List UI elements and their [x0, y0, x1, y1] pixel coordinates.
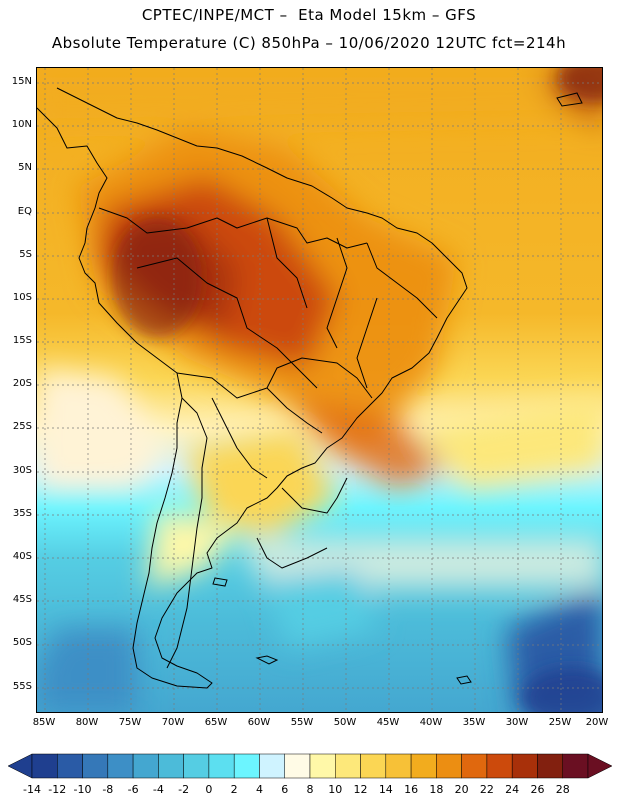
- colorbar-tick-label: 2: [230, 783, 238, 796]
- temperature-detail: [112, 68, 602, 712]
- lon-label: 50W: [333, 717, 357, 728]
- islands: [212, 92, 583, 685]
- chart-title-line1: CPTEC/INPE/MCT – Eta Model 15km – GFS: [141, 6, 477, 24]
- colorbar-tick-label: -6: [127, 783, 139, 796]
- colorbar-tick-label: 18: [429, 783, 444, 796]
- colorbar-swatch: [82, 753, 109, 779]
- colorbar-swatch: [461, 753, 488, 779]
- colorbar-swatch: [410, 753, 437, 779]
- colorbar-tick-label: -4: [152, 783, 164, 796]
- lon-label: 60W: [247, 717, 271, 728]
- lat-label: 45S: [12, 594, 32, 605]
- lon-label: 30W: [505, 717, 529, 728]
- colorbar: [0, 748, 618, 788]
- lat-label: 40S: [12, 551, 32, 562]
- lon-label: 65W: [204, 717, 228, 728]
- lat-label: 30S: [12, 465, 32, 476]
- lon-label: 70W: [161, 717, 185, 728]
- colorbar-tick-label: -12: [48, 783, 67, 796]
- colorbar-tick-label: 10: [328, 783, 343, 796]
- lat-label: 25S: [12, 421, 32, 432]
- colorbar-tick-label: 0: [205, 783, 213, 796]
- lon-label: 55W: [290, 717, 314, 728]
- lat-label: 10S: [12, 292, 32, 303]
- lon-label: 25W: [548, 717, 572, 728]
- colorbar-tick-label: -8: [102, 783, 114, 796]
- colorbar-swatch: [208, 753, 235, 779]
- colorbar-swatch: [537, 753, 563, 779]
- lat-label: EQ: [17, 206, 32, 217]
- lat-label: 50S: [12, 637, 32, 648]
- chart-title-line2: Absolute Temperature (C) 850hPa – 10/06/…: [51, 34, 567, 52]
- colorbar-swatch: [107, 753, 134, 779]
- colorbar-tick-label: 24: [505, 783, 520, 796]
- lat-label: 20S: [12, 378, 32, 389]
- lon-label: 45W: [376, 717, 400, 728]
- lat-label: 55S: [12, 681, 32, 692]
- lon-label: 80W: [75, 717, 99, 728]
- colorbar-tick-label: 26: [530, 783, 545, 796]
- colorbar-tick-label: 28: [555, 783, 570, 796]
- lon-label: 40W: [419, 717, 443, 728]
- lon-label: 35W: [462, 717, 486, 728]
- colorbar-max-arrow: [587, 753, 613, 779]
- lon-label: 75W: [118, 717, 142, 728]
- colorbar-svg: [7, 753, 613, 779]
- lat-label: 15N: [11, 76, 32, 87]
- lat-label: 5N: [18, 162, 32, 173]
- colorbar-swatch: [284, 753, 311, 779]
- colorbar-tick-label: -14: [23, 783, 41, 796]
- colorbar-swatch: [158, 753, 184, 779]
- colorbar-tick-label: 4: [255, 783, 263, 796]
- colorbar-swatch: [385, 753, 412, 779]
- colorbar-tick-label: 12: [353, 783, 368, 796]
- colorbar-swatch: [309, 753, 336, 779]
- colorbar-swatch: [132, 753, 159, 779]
- lat-label: 10N: [11, 119, 32, 130]
- colorbar-swatch: [57, 753, 83, 779]
- colorbar-swatch: [562, 753, 589, 779]
- colorbar-tick-label: -10: [73, 783, 92, 796]
- colorbar-tick-label: -2: [178, 783, 190, 796]
- lon-label: 85W: [32, 717, 56, 728]
- coastlines: [37, 87, 468, 689]
- map-svg: [37, 68, 602, 712]
- colorbar-swatch: [436, 753, 462, 779]
- colorbar-swatch: [335, 753, 361, 779]
- colorbar-swatch: [31, 753, 58, 779]
- lat-label: 15S: [12, 335, 32, 346]
- colorbar-tick-label: 8: [306, 783, 314, 796]
- colorbar-tick-label: 6: [281, 783, 289, 796]
- colorbar-swatch: [360, 753, 387, 779]
- lat-label: 5S: [19, 249, 32, 260]
- colorbar-tick-label: 16: [404, 783, 419, 796]
- colorbar-swatch: [486, 753, 513, 779]
- colorbar-swatch: [233, 753, 260, 779]
- lat-label: 35S: [12, 508, 32, 519]
- colorbar-tick-label: 20: [454, 783, 469, 796]
- temperature-map: [36, 67, 603, 713]
- lon-label: 20W: [585, 717, 609, 728]
- colorbar-swatch: [183, 753, 210, 779]
- colorbar-swatch: [511, 753, 538, 779]
- colorbar-tick-label: 22: [479, 783, 494, 796]
- colorbar-swatch: [259, 753, 285, 779]
- colorbar-tick-label: 14: [378, 783, 393, 796]
- colorbar-min-arrow: [7, 753, 33, 779]
